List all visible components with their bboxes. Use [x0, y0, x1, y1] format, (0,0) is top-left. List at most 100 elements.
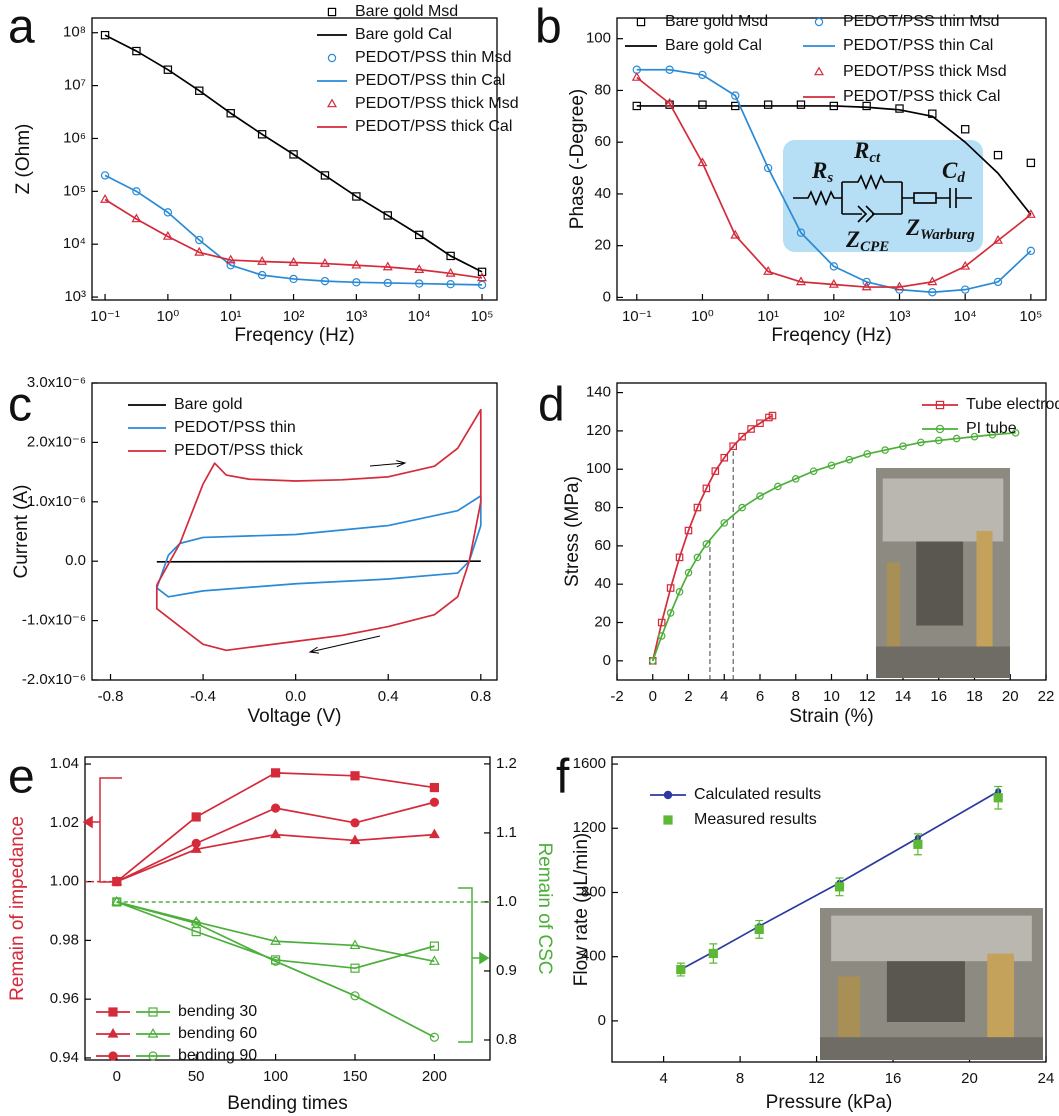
data-marker: [270, 956, 281, 966]
data-marker: [791, 475, 800, 483]
data-marker: [111, 895, 123, 906]
data-marker: [693, 553, 702, 562]
data-marker: [970, 432, 979, 441]
data-marker: [738, 503, 746, 512]
data-marker: [429, 941, 440, 951]
data-marker: [698, 100, 707, 109]
legend-label: bending 90: [178, 1047, 257, 1064]
data-marker: [428, 828, 440, 839]
data-marker: [763, 265, 774, 275]
legend-label: PEDOT/PSS thin Cal: [355, 72, 505, 89]
x-tick-label: 22: [1038, 688, 1055, 705]
x-axis-title: Voltage (V): [248, 706, 342, 727]
plot-frame: [91, 17, 498, 301]
legend-label: Bare gold Cal: [665, 37, 762, 54]
data-marker: [934, 436, 943, 445]
data-marker: [960, 125, 970, 134]
data-marker: [657, 632, 666, 640]
y-axis-title: Flow rate (μL/min): [571, 833, 592, 986]
data-line: [636, 68, 1032, 294]
data-marker: [270, 935, 282, 945]
plot-frame: [611, 756, 1047, 1063]
data-marker: [477, 267, 487, 277]
data-marker: [191, 918, 201, 928]
data-marker: [899, 442, 907, 451]
photo-detail: [916, 541, 964, 626]
y-tick-label: 60: [594, 133, 611, 150]
data-marker: [190, 843, 202, 853]
circuit-label: ZWarburg: [905, 215, 975, 243]
data-line: [104, 198, 483, 279]
plot-frame: [91, 382, 498, 681]
y-axis-title: Stress (MPa): [562, 476, 583, 587]
y-tick-label: 0: [598, 1012, 606, 1029]
legend-label: PI tube: [966, 420, 1017, 437]
x-tick-label: -0.4: [190, 688, 216, 705]
y-tick-label: 0: [603, 652, 611, 669]
warburg-box: [913, 192, 937, 204]
x-tick-label: 6: [756, 688, 764, 705]
legend-label: Bare gold: [174, 396, 243, 413]
circuit-label-sub: CPE: [860, 239, 889, 255]
circuit-label-main: R: [811, 158, 827, 183]
circuit-inset: [783, 140, 983, 252]
y-tick-label: 10⁵: [63, 182, 86, 199]
data-marker: [132, 187, 141, 196]
legend-marker: [636, 17, 646, 27]
data-marker: [881, 446, 889, 454]
y-tick-label: 3.0x10⁻⁶: [27, 374, 86, 391]
y-tick-label: 1.0x10⁻⁶: [27, 493, 86, 510]
data-marker: [895, 104, 904, 113]
legend-marker: [814, 66, 824, 76]
data-marker: [163, 208, 173, 217]
data-marker: [132, 46, 141, 56]
y-tick-label: 1.02: [50, 814, 79, 831]
circuit-label-main: C: [942, 158, 958, 183]
x-tick-label: 0: [113, 1068, 121, 1085]
x-tick-label: 2: [684, 688, 692, 705]
panel-letter: d: [538, 379, 565, 432]
y-tick-label: 40: [594, 575, 611, 592]
x-tick-label: 24: [1038, 1070, 1055, 1087]
data-marker: [756, 492, 764, 500]
data-marker: [693, 503, 702, 512]
y-tick-label: 10³: [64, 288, 86, 305]
arrow: [369, 460, 407, 468]
y-tick-label: 10⁶: [63, 129, 86, 146]
legend-marker: [327, 98, 337, 108]
data-marker: [100, 171, 110, 180]
data-marker: [350, 771, 360, 781]
data-marker: [988, 430, 997, 439]
data-line: [155, 408, 482, 652]
legend-marker: [147, 1027, 159, 1038]
data-marker: [913, 839, 923, 849]
x-tick-label: 4: [659, 1070, 667, 1087]
x-tick-label: 10⁰: [157, 308, 180, 325]
legend-marker: [935, 400, 945, 410]
circuit-label: ZCPE: [845, 227, 889, 255]
y-tick-label: 100: [586, 460, 611, 477]
x-tick-label: 10⁻¹: [622, 308, 652, 325]
legend-marker: [327, 53, 337, 63]
photo-detail: [820, 1037, 1043, 1060]
x-tick-label: 12: [808, 1070, 825, 1087]
data-marker: [320, 171, 330, 180]
data-marker: [1026, 246, 1036, 256]
y2-tick-label: 1.2: [496, 755, 517, 772]
data-marker: [350, 963, 360, 973]
photo-detail: [876, 646, 1010, 678]
x-tick-label: 16: [930, 688, 947, 705]
legend-label: bending 30: [178, 1003, 257, 1020]
data-line: [104, 174, 483, 286]
x-tick-label: 12: [859, 688, 876, 705]
panel-letter: c: [8, 379, 32, 432]
legend-label: Calculated results: [694, 786, 821, 803]
legend-label: PEDOT/PSS thick Msd: [843, 63, 1007, 80]
legend-label: PEDOT/PSS thick Cal: [355, 118, 512, 135]
x-tick-label: 50: [188, 1068, 205, 1085]
legend-label: PEDOT/PSS thick Msd: [355, 95, 519, 112]
data-marker: [226, 261, 235, 270]
x-axis-title: Pressure (kPa): [766, 1092, 893, 1113]
x-tick-label: 20: [961, 1070, 978, 1087]
